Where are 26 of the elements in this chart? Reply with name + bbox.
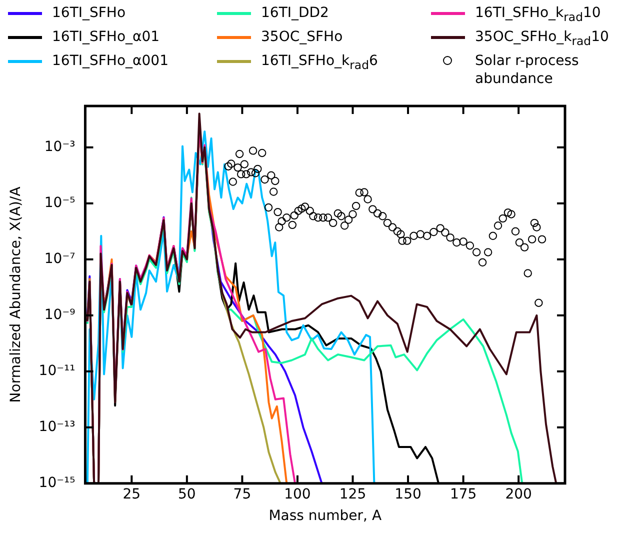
legend-label: 16TI_DD2	[261, 4, 330, 22]
x-tick-label: 75	[233, 486, 252, 502]
y-tick-label: 10⁻⁷	[44, 251, 76, 268]
y-tick-label: 10⁻¹³	[38, 419, 76, 436]
x-tick-label: 150	[394, 486, 422, 502]
legend-label: 16TI_SFHo_α01	[52, 28, 161, 46]
legend-label: 16TI_SFHo_α001	[52, 52, 170, 70]
legend-label: 35OC_SFHo_k$_{rad}$10	[475, 28, 610, 50]
y-tick-label: 10⁻¹¹	[38, 363, 76, 380]
legend-label: 16TI_SFHo_k$_{rad}$10	[475, 4, 602, 26]
legend-label: 35OC_SFHo	[261, 28, 344, 46]
legend-label: Solar r-process abundance	[475, 52, 580, 88]
legend-label: 16TI_SFHo_k$_{rad}$6	[261, 52, 379, 74]
y-tick-label: 10⁻³	[44, 139, 76, 156]
legend-label: 16TI_SFHo	[52, 4, 127, 22]
y-tick-label: 10⁻⁹	[44, 307, 76, 324]
x-axis-title: Mass number, A	[268, 508, 382, 524]
x-tick-label: 50	[178, 486, 196, 502]
y-tick-label: 10⁻⁵	[44, 195, 76, 212]
x-tick-label: 100	[284, 486, 311, 502]
x-tick-label: 200	[505, 486, 532, 502]
x-tick-label: 25	[122, 486, 141, 502]
x-tick-label: 175	[450, 486, 477, 502]
y-tick-label: 10⁻¹⁵	[38, 475, 76, 492]
y-axis-title: Normalized Abundance, X(A)/A	[8, 186, 24, 403]
x-tick-label: 125	[339, 486, 366, 502]
